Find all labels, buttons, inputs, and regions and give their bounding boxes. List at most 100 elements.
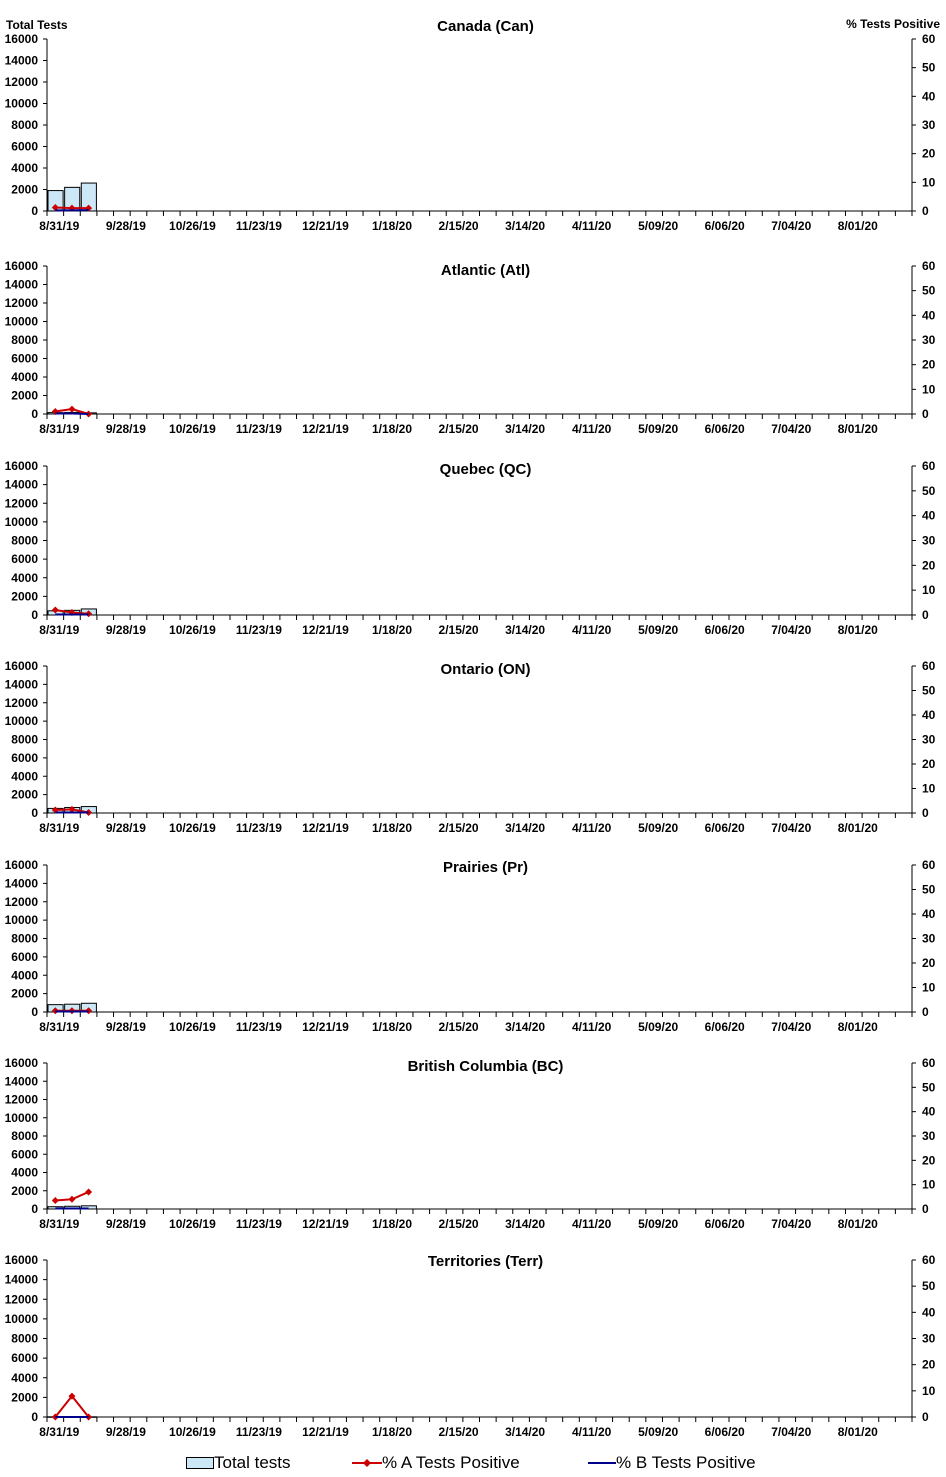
x-tick-label-5: 8/01/20 <box>838 1217 878 1231</box>
x-tick-label-4: 11/23/19 <box>236 1020 282 1034</box>
left-tick-label-4: 16000 <box>5 858 39 872</box>
legend-item-b: % B Tests Positive <box>588 1450 756 1476</box>
right-tick-label-4: 60 <box>922 858 936 872</box>
legend-label-total: Total tests <box>214 1453 291 1472</box>
x-tick-label-3: 6/06/20 <box>705 821 745 835</box>
x-tick-label-3: 8/01/20 <box>838 821 878 835</box>
right-axis-title: % Tests Positive <box>846 17 940 31</box>
x-tick-label-3: 9/28/19 <box>106 821 146 835</box>
left-tick-label-5: 6000 <box>11 1147 38 1161</box>
left-tick-label-6: 10000 <box>5 1312 39 1326</box>
x-tick-label-3: 4/11/20 <box>572 821 612 835</box>
left-tick-label-0: 6000 <box>11 140 38 154</box>
x-tick-label-4: 6/06/20 <box>705 1020 745 1034</box>
right-tick-label-1: 20 <box>922 358 936 372</box>
x-tick-label-1: 11/23/19 <box>236 422 282 436</box>
x-tick-label-3: 2/15/20 <box>439 821 479 835</box>
left-tick-label-6: 0 <box>31 1410 38 1424</box>
x-tick-label-4: 2/15/20 <box>439 1020 479 1034</box>
left-tick-label-3: 4000 <box>11 769 38 783</box>
x-tick-label-1: 6/06/20 <box>705 422 745 436</box>
right-tick-label-3: 30 <box>922 733 936 747</box>
left-tick-label-3: 10000 <box>5 714 39 728</box>
right-tick-label-6: 30 <box>922 1332 936 1346</box>
right-tick-label-0: 60 <box>922 32 936 46</box>
left-tick-label-6: 6000 <box>11 1351 38 1365</box>
left-tick-label-3: 8000 <box>11 733 38 747</box>
x-tick-label-5: 6/06/20 <box>705 1217 745 1231</box>
right-tick-label-4: 30 <box>922 932 936 946</box>
x-tick-label-2: 8/01/20 <box>838 623 878 637</box>
series-a-point-6-1 <box>68 1392 76 1400</box>
x-tick-label-5: 5/09/20 <box>638 1217 678 1231</box>
left-tick-label-5: 4000 <box>11 1166 38 1180</box>
x-tick-label-1: 7/04/20 <box>771 422 811 436</box>
x-tick-label-6: 11/23/19 <box>236 1425 282 1439</box>
x-tick-label-4: 4/11/20 <box>572 1020 612 1034</box>
x-tick-label-4: 7/04/20 <box>771 1020 811 1034</box>
left-tick-label-0: 12000 <box>5 75 39 89</box>
x-tick-label-1: 2/15/20 <box>439 422 479 436</box>
right-tick-label-2: 60 <box>922 459 936 473</box>
x-tick-label-4: 10/26/19 <box>169 1020 216 1034</box>
right-tick-label-1: 0 <box>922 407 929 421</box>
right-tick-label-6: 20 <box>922 1358 936 1372</box>
right-tick-label-6: 10 <box>922 1384 936 1398</box>
left-tick-label-1: 12000 <box>5 296 39 310</box>
x-tick-label-1: 3/14/20 <box>505 422 545 436</box>
right-tick-label-1: 60 <box>922 259 936 273</box>
x-tick-label-3: 8/31/19 <box>39 821 79 835</box>
x-tick-label-4: 3/14/20 <box>505 1020 545 1034</box>
x-tick-label-0: 11/23/19 <box>236 219 282 233</box>
right-tick-label-0: 50 <box>922 61 936 75</box>
left-tick-label-2: 16000 <box>5 459 39 473</box>
x-tick-label-0: 5/09/20 <box>638 219 678 233</box>
left-tick-label-2: 6000 <box>11 552 38 566</box>
x-tick-label-3: 10/26/19 <box>169 821 216 835</box>
legend-swatch-b <box>588 1462 616 1464</box>
x-tick-label-6: 1/18/20 <box>372 1425 412 1439</box>
x-tick-label-0: 10/26/19 <box>169 219 216 233</box>
right-tick-label-2: 30 <box>922 534 936 548</box>
x-tick-label-6: 8/31/19 <box>39 1425 79 1439</box>
x-tick-label-3: 11/23/19 <box>236 821 282 835</box>
x-tick-label-5: 1/18/20 <box>372 1217 412 1231</box>
left-tick-label-5: 10000 <box>5 1111 39 1125</box>
x-tick-label-3: 3/14/20 <box>505 821 545 835</box>
x-tick-label-4: 9/28/19 <box>106 1020 146 1034</box>
x-tick-label-2: 6/06/20 <box>705 623 745 637</box>
right-tick-label-4: 10 <box>922 981 936 995</box>
x-tick-label-4: 1/18/20 <box>372 1020 412 1034</box>
left-tick-label-5: 0 <box>31 1202 38 1216</box>
right-tick-label-1: 40 <box>922 308 936 322</box>
right-tick-label-5: 10 <box>922 1178 936 1192</box>
x-tick-label-2: 7/04/20 <box>771 623 811 637</box>
left-tick-label-1: 2000 <box>11 389 38 403</box>
x-tick-label-5: 9/28/19 <box>106 1217 146 1231</box>
left-tick-label-6: 8000 <box>11 1332 38 1346</box>
left-tick-label-3: 6000 <box>11 751 38 765</box>
chart-title-0: Canada (Can) <box>437 18 534 35</box>
left-tick-label-6: 2000 <box>11 1390 38 1404</box>
left-tick-label-1: 8000 <box>11 333 38 347</box>
left-tick-label-3: 0 <box>31 806 38 820</box>
left-tick-label-1: 14000 <box>5 278 39 292</box>
chart-title-4: Prairies (Pr) <box>443 859 528 876</box>
x-tick-label-3: 1/18/20 <box>372 821 412 835</box>
left-tick-label-1: 0 <box>31 407 38 421</box>
left-tick-label-3: 2000 <box>11 788 38 802</box>
x-tick-label-5: 2/15/20 <box>439 1217 479 1231</box>
series-a-point-3-1 <box>68 805 76 813</box>
left-tick-label-2: 0 <box>31 608 38 622</box>
right-tick-label-4: 0 <box>922 1005 929 1019</box>
chart-title-5: British Columbia (BC) <box>408 1058 564 1075</box>
left-tick-label-2: 14000 <box>5 478 39 492</box>
left-tick-label-0: 10000 <box>5 97 39 111</box>
left-tick-label-2: 10000 <box>5 515 39 529</box>
left-tick-label-3: 14000 <box>5 677 39 691</box>
left-tick-label-1: 16000 <box>5 259 39 273</box>
left-tick-label-2: 8000 <box>11 534 38 548</box>
right-tick-label-1: 30 <box>922 333 936 347</box>
left-tick-label-0: 8000 <box>11 118 38 132</box>
